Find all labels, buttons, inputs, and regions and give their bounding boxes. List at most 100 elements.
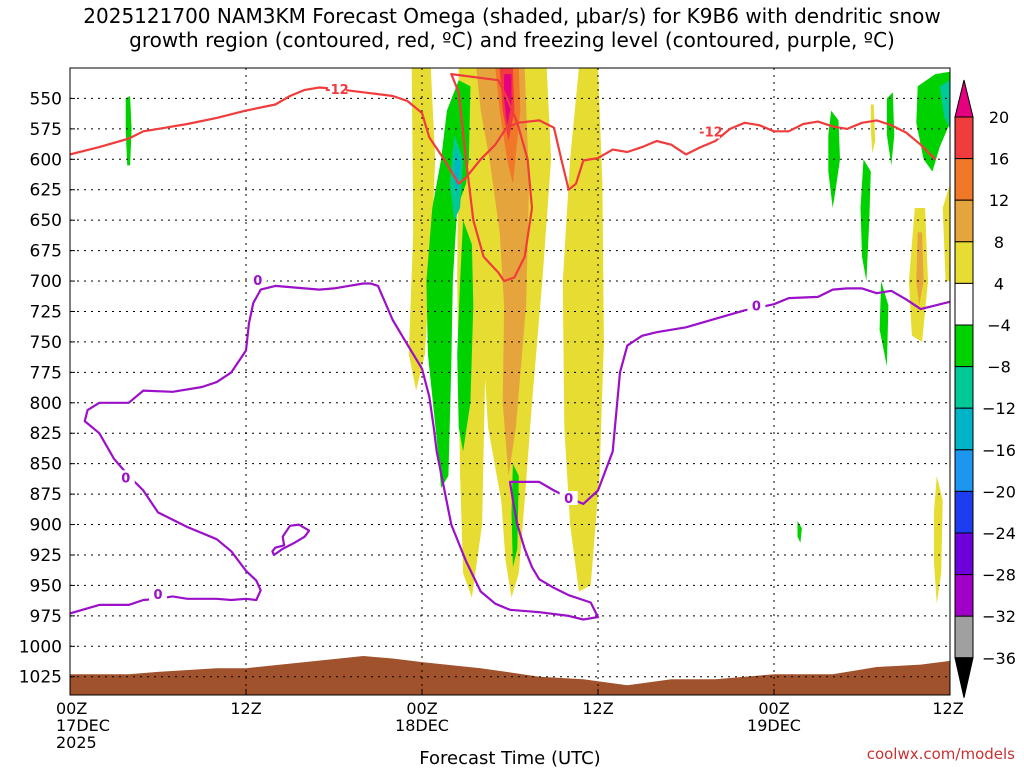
- chart-title: 2025121700 NAM3KM Forecast Omega (shaded…: [0, 4, 1024, 52]
- y-tick-label-600: 600: [30, 150, 62, 170]
- x-tick-label-12-0: 12Z: [230, 699, 261, 718]
- x-tick-label-36-0: 12Z: [582, 699, 613, 718]
- svg-text:0: 0: [253, 274, 262, 289]
- x-tick-label-48-1: 19DEC: [747, 716, 801, 735]
- colorbar-label-2: 12: [989, 191, 1009, 210]
- freezing-label-5: 0: [747, 298, 766, 315]
- svg-text:0: 0: [121, 471, 130, 486]
- y-tick-label-725: 725: [30, 302, 62, 322]
- svg-text:-12: -12: [699, 126, 723, 141]
- dgz-contour-line: [70, 86, 937, 191]
- y-tick-label-625: 625: [30, 181, 62, 201]
- dgz-label-1: -12: [325, 81, 349, 98]
- plot-frame: [69, 67, 951, 696]
- y-tick-label-775: 775: [30, 363, 62, 383]
- y-tick-label-950: 950: [30, 576, 62, 596]
- colorbar-swatch-4: [954, 241, 974, 284]
- colorbar-swatch-7: [954, 366, 974, 409]
- omega-region-3: [562, 68, 604, 592]
- y-tick-label-975: 975: [30, 607, 62, 627]
- colorbar-label-11: −28: [982, 566, 1016, 585]
- colorbar: 20 16 12 8 4 −4 −8 −12 −16 −20 −24 −28 −32 −36: [954, 79, 1016, 698]
- x-tick-label-24-1: 18DEC: [395, 716, 449, 735]
- omega-region-23: [870, 104, 876, 154]
- colorbar-label-10: −24: [982, 524, 1016, 543]
- x-tick-label-24-0: 00Z: [406, 699, 437, 718]
- omega-region-22: [933, 475, 943, 604]
- x-tick-label-0-2: 2025: [56, 733, 97, 752]
- y-tick-label-1025: 1025: [19, 668, 62, 688]
- y-tick-label-825: 825: [30, 424, 62, 444]
- y-tick-label-850: 850: [30, 455, 62, 475]
- colorbar-swatch-13: [954, 615, 974, 659]
- svg-text:-12: -12: [325, 83, 349, 98]
- omega-region-12: [125, 96, 132, 166]
- x-tick-label-0-0: 00Z: [56, 699, 87, 718]
- colorbar-label-7: −12: [982, 399, 1016, 418]
- y-tick-label-650: 650: [30, 211, 62, 231]
- colorbar-label-4: 4: [994, 274, 1004, 293]
- chart-title-line-1: 2025121700 NAM3KM Forecast Omega (shaded…: [83, 4, 941, 28]
- y-axis: 550 575 600 625 650 675 700 725 750 775 800 825 850 8…: [19, 89, 75, 688]
- freezing-level-line: [70, 282, 950, 621]
- credit-link[interactable]: coolwx.com/models: [867, 745, 1015, 763]
- x-tick-label-0-1: 17DEC: [56, 716, 110, 735]
- x-tick-label-48-0: 00Z: [758, 699, 789, 718]
- svg-text:0: 0: [564, 492, 573, 507]
- colorbar-label-0: 20: [989, 108, 1009, 127]
- x-tick-label-60-0: 12Z: [932, 699, 963, 718]
- terrain-fill: [70, 656, 950, 695]
- colorbar-swatch-11: [954, 532, 974, 576]
- dgz-closed-contour: [450, 73, 534, 283]
- colorbar-label-3: 8: [994, 233, 1004, 252]
- freezing-label-2: 0: [116, 470, 135, 486]
- y-tick-label-900: 900: [30, 516, 62, 536]
- svg-text:0: 0: [153, 588, 162, 603]
- colorbar-swatch-9: [954, 449, 974, 492]
- colorbar-swatch-10: [954, 490, 974, 534]
- freezing-label-1: 0: [248, 273, 267, 289]
- omega-region-18: [939, 80, 950, 129]
- freezing-label-3: 0: [149, 587, 167, 603]
- freezing-level-closed-contour: [271, 523, 311, 557]
- colorbar-swatch-6: [954, 324, 974, 368]
- colorbar-bottom-arrow: [954, 657, 974, 698]
- y-tick-label-1000: 1000: [19, 637, 62, 657]
- colorbar-swatch-8: [954, 407, 974, 451]
- y-tick-label-550: 550: [30, 89, 62, 109]
- colorbar-swatch-2: [954, 158, 974, 201]
- freezing-label-4: 0: [559, 490, 578, 507]
- omega-region-9: [457, 220, 474, 452]
- colorbar-label-8: −16: [982, 441, 1016, 460]
- omega-region-21: [942, 183, 950, 282]
- omega-shading: [125, 68, 950, 604]
- y-tick-label-575: 575: [30, 120, 62, 140]
- terrain-layer: [70, 656, 950, 695]
- colorbar-label-9: −20: [982, 482, 1016, 501]
- colorbar-label-1: 16: [989, 150, 1009, 169]
- colorbar-top-arrow: [954, 79, 974, 118]
- y-tick-label-800: 800: [30, 394, 62, 414]
- x-axis-label: Forecast Time (UTC): [419, 748, 600, 768]
- dgz-label-2: -12: [699, 124, 723, 141]
- y-tick-label-675: 675: [30, 242, 62, 262]
- colorbar-swatch-12: [954, 574, 974, 617]
- colorbar-swatch-3: [954, 199, 974, 243]
- omega-region-25: [797, 520, 802, 543]
- y-tick-label-875: 875: [30, 485, 62, 505]
- colorbar-label-12: −32: [982, 607, 1016, 626]
- chart-title-line-2: growth region (contoured, red, ºC) and f…: [129, 28, 895, 52]
- colorbar-swatch-5: [954, 282, 974, 326]
- omega-region-4: [476, 68, 530, 476]
- omega-region-15: [879, 281, 889, 367]
- contour-lines: -12 -12 0 0 0 0 0: [70, 73, 950, 621]
- colorbar-label-13: −36: [982, 649, 1016, 668]
- svg-text:0: 0: [752, 300, 761, 315]
- y-tick-label-750: 750: [30, 333, 62, 353]
- colorbar-label-5: −4: [987, 316, 1011, 335]
- y-tick-label-700: 700: [30, 272, 62, 292]
- colorbar-label-6: −8: [987, 358, 1011, 377]
- y-tick-label-925: 925: [30, 546, 62, 566]
